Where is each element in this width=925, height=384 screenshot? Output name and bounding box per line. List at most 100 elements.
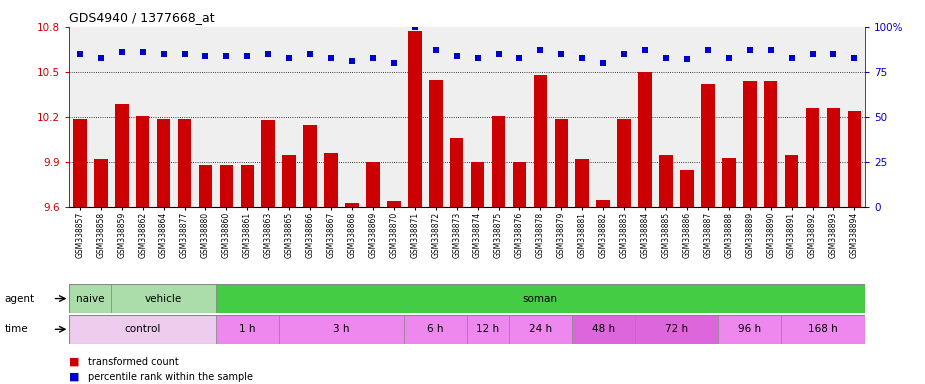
Text: 72 h: 72 h <box>665 324 688 334</box>
Bar <box>94 159 107 207</box>
Bar <box>282 155 296 207</box>
Point <box>533 47 548 53</box>
Point <box>784 55 799 61</box>
Point <box>700 47 715 53</box>
Point <box>365 55 380 61</box>
Point <box>261 51 276 57</box>
Point <box>763 47 778 53</box>
Point <box>596 60 611 66</box>
Text: 6 h: 6 h <box>427 324 444 334</box>
Point <box>743 47 758 53</box>
Bar <box>429 79 442 207</box>
Bar <box>827 108 840 207</box>
Point <box>847 55 862 61</box>
Text: 3 h: 3 h <box>333 324 350 334</box>
Point <box>574 55 589 61</box>
Point <box>219 53 234 59</box>
Bar <box>764 81 778 207</box>
Text: 12 h: 12 h <box>476 324 500 334</box>
Bar <box>701 84 715 207</box>
Bar <box>387 201 401 207</box>
Point <box>659 55 673 61</box>
Point <box>93 55 108 61</box>
Point <box>722 55 736 61</box>
Bar <box>199 165 212 207</box>
Bar <box>680 170 694 207</box>
Point <box>637 47 652 53</box>
Bar <box>366 162 380 207</box>
Bar <box>345 203 359 207</box>
Text: 1 h: 1 h <box>239 324 255 334</box>
Point <box>324 55 339 61</box>
Bar <box>575 159 589 207</box>
Point <box>302 51 317 57</box>
Bar <box>806 108 820 207</box>
Bar <box>240 165 254 207</box>
Text: naive: naive <box>76 293 105 304</box>
Bar <box>73 119 87 207</box>
Bar <box>660 155 672 207</box>
Bar <box>450 138 463 207</box>
Point <box>826 51 841 57</box>
Text: ■: ■ <box>69 372 80 382</box>
Text: GDS4940 / 1377668_at: GDS4940 / 1377668_at <box>69 12 215 25</box>
Bar <box>219 165 233 207</box>
Bar <box>408 31 422 207</box>
Point <box>491 51 506 57</box>
Point <box>407 24 422 30</box>
Point <box>617 51 632 57</box>
Bar <box>554 119 568 207</box>
Point <box>470 55 485 61</box>
Bar <box>262 120 275 207</box>
Bar <box>719 315 781 344</box>
Text: ■: ■ <box>69 357 80 367</box>
Bar <box>509 315 572 344</box>
Bar <box>638 72 652 207</box>
Bar <box>136 116 150 207</box>
Bar <box>781 315 865 344</box>
Bar <box>303 125 317 207</box>
Point <box>428 47 443 53</box>
Bar <box>216 284 865 313</box>
Bar <box>467 315 509 344</box>
Point <box>450 53 464 59</box>
Bar <box>178 119 191 207</box>
Bar <box>111 284 216 313</box>
Point <box>345 58 360 64</box>
Point <box>198 53 213 59</box>
Point <box>240 53 254 59</box>
Text: percentile rank within the sample: percentile rank within the sample <box>88 372 253 382</box>
Text: vehicle: vehicle <box>145 293 182 304</box>
Text: agent: agent <box>5 293 35 304</box>
Point <box>177 51 191 57</box>
Bar <box>471 162 485 207</box>
Point <box>282 55 297 61</box>
Bar <box>635 315 719 344</box>
Text: soman: soman <box>523 293 558 304</box>
Bar <box>115 104 129 207</box>
Text: 168 h: 168 h <box>808 324 838 334</box>
Bar <box>534 75 548 207</box>
Point <box>805 51 820 57</box>
Point <box>554 51 569 57</box>
Bar <box>404 315 467 344</box>
Bar <box>617 119 631 207</box>
Point <box>135 49 150 55</box>
Point <box>72 51 87 57</box>
Bar <box>278 315 404 344</box>
Text: transformed count: transformed count <box>88 357 179 367</box>
Point <box>115 49 130 55</box>
Bar <box>69 315 216 344</box>
Point <box>387 60 401 66</box>
Bar <box>847 111 861 207</box>
Bar <box>597 200 610 207</box>
Bar <box>325 153 338 207</box>
Bar <box>572 315 635 344</box>
Text: 96 h: 96 h <box>738 324 761 334</box>
Bar <box>722 158 735 207</box>
Bar <box>69 284 111 313</box>
Point <box>156 51 171 57</box>
Bar <box>216 315 278 344</box>
Text: control: control <box>125 324 161 334</box>
Bar <box>512 162 526 207</box>
